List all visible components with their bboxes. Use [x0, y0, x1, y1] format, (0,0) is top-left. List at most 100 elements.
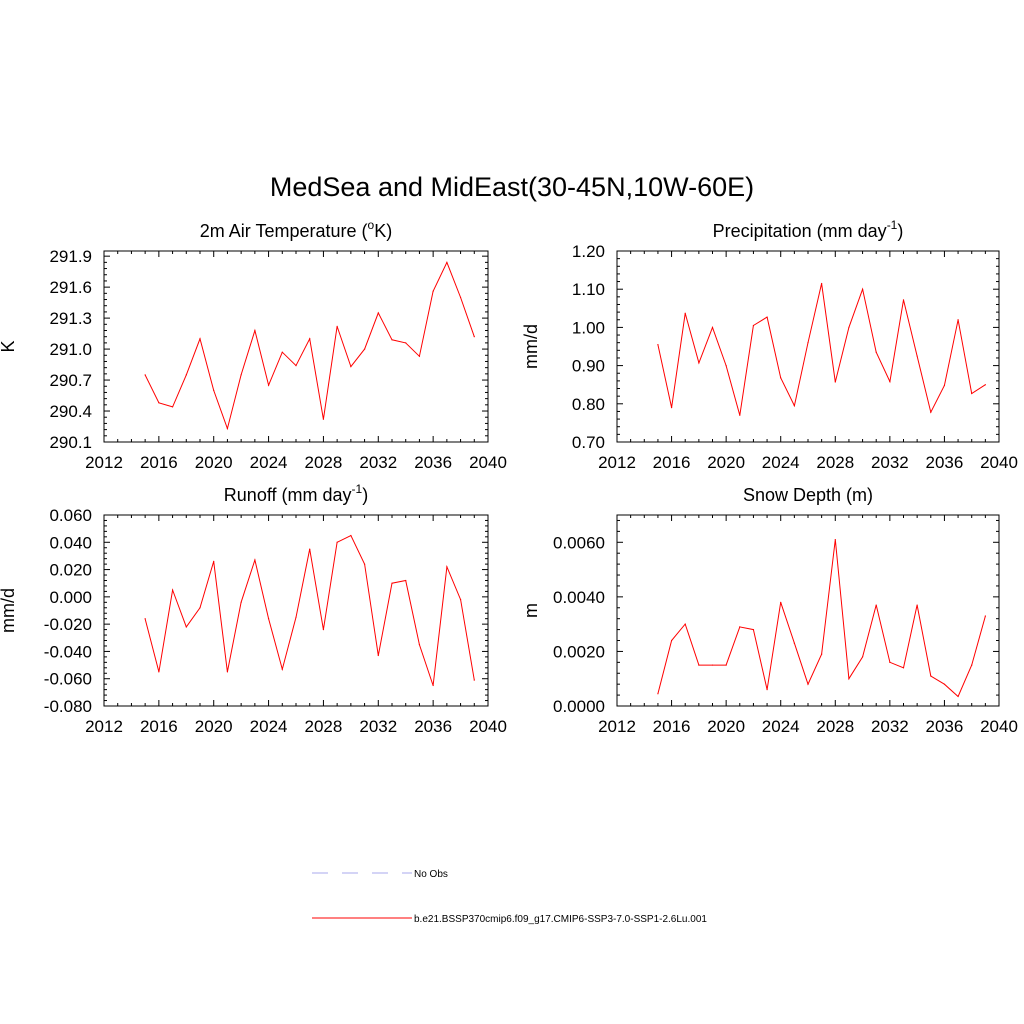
data-point [336, 325, 338, 327]
panel-runoff: 2012 2016 2020 2024 2028 2032 2036 2040 -0.080 -0… [0, 482, 507, 736]
data-point [943, 384, 946, 387]
data-point [807, 683, 809, 685]
data-point [377, 654, 379, 657]
y-tick-label: 0.0060 [553, 533, 605, 552]
y-tick-label: 0.0040 [553, 588, 605, 607]
x-tick-label: 2040 [469, 453, 507, 472]
legend-item: b.e21.BSSP370cmip6.f09_g17.CMIP6-SSP3-7.… [312, 914, 707, 925]
data-point [391, 339, 393, 341]
data-point [350, 534, 352, 537]
x-tick-label: 2036 [926, 717, 964, 736]
data-point [725, 365, 727, 367]
y-axis-label: mm/d [521, 324, 541, 369]
panel-title-main: Runoff (mm day [224, 485, 352, 505]
x-tick-label: 2016 [140, 717, 178, 736]
data-point [657, 343, 659, 346]
panel-air-temperature: 2012 2016 2020 2024 2028 2032 2036 2040 290.1 290… [0, 218, 507, 472]
data-point [861, 288, 864, 290]
data-point [793, 405, 795, 407]
y-tick-label: -0.060 [44, 670, 92, 689]
data-point [916, 604, 918, 606]
data-point [930, 675, 932, 677]
data-point [405, 579, 407, 582]
data-point [793, 642, 795, 644]
x-tick-label: 2032 [359, 717, 397, 736]
panel-precipitation: 2012 2016 2020 2024 2028 2032 2036 2040 0.70 0.80… [521, 218, 1018, 472]
data-point [780, 377, 782, 379]
panel-title-main: Precipitation (mm day [713, 221, 887, 241]
data-point [984, 384, 986, 386]
data-point [902, 667, 905, 669]
data-point [473, 679, 475, 681]
legend-label: b.e21.BSSP370cmip6.f09_g17.CMIP6-SSP3-7.… [414, 914, 707, 925]
data-point [446, 261, 448, 263]
panel-title-main: Snow Depth (m) [743, 485, 873, 505]
data-point [902, 299, 905, 301]
y-tick-label: 291.9 [49, 247, 92, 266]
data-point [875, 351, 877, 353]
data-point [213, 560, 215, 562]
y-tick-label: -0.040 [44, 642, 92, 661]
data-point [185, 374, 187, 376]
plot-frame [616, 514, 1000, 707]
data-point [363, 348, 366, 350]
panel-title-main: 2m Air Temperature ( [200, 221, 368, 241]
y-tick-label: 1.00 [572, 318, 605, 337]
y-tick-label: 290.4 [49, 402, 92, 421]
legend-item: No Obs [312, 869, 448, 880]
data-point [336, 541, 338, 543]
data-point [267, 384, 270, 386]
data-point [752, 324, 755, 327]
data-point [889, 661, 891, 663]
data-point [957, 695, 959, 698]
data-point [432, 290, 434, 292]
data-point [418, 644, 421, 646]
y-tick-label: 290.1 [49, 433, 92, 452]
x-tick-label: 2016 [653, 453, 691, 472]
panel-title: Precipitation (mm day-1) [713, 218, 904, 241]
data-point [240, 601, 242, 603]
data-point [309, 338, 311, 340]
data-point [158, 402, 160, 404]
x-tick-label: 2028 [305, 453, 343, 472]
legend: No Obs b.e21.BSSP370cmip6.f09_g17.CMIP6-S… [312, 869, 707, 925]
y-tick-label: 0.040 [49, 533, 92, 552]
x-tick-label: 2040 [980, 717, 1018, 736]
data-point [144, 374, 146, 376]
panel-snow-depth: 2012 2016 2020 2024 2028 2032 2036 2040 0.0000 0.… [521, 485, 1018, 736]
data-point [684, 623, 686, 625]
panel-title-superscript: -1 [352, 482, 363, 496]
data-point [752, 629, 755, 631]
data-point [780, 601, 782, 603]
panel-title-superscript: -1 [887, 218, 898, 232]
data-point [834, 538, 836, 541]
plot-frame [103, 250, 489, 443]
y-tick-label: 0.80 [572, 395, 605, 414]
x-tick-label: 2036 [414, 453, 452, 472]
panel-title: 2m Air Temperature (oK) [200, 218, 392, 241]
data-point [213, 389, 215, 391]
chart-panels: 2012 2016 2020 2024 2028 2032 2036 2040 290.1 290… [0, 218, 1018, 736]
data-point [957, 319, 959, 321]
y-tick-label: 0.000 [49, 588, 92, 607]
data-point [821, 282, 823, 285]
data-point [322, 629, 325, 631]
panel-title: Runoff (mm day-1) [224, 482, 368, 505]
data-point [821, 653, 823, 655]
x-tick-label: 2024 [250, 453, 288, 472]
data-point [171, 406, 174, 408]
panel-title-tail: ) [362, 485, 368, 505]
data-point [807, 342, 809, 344]
data-point [971, 392, 973, 395]
data-point [295, 365, 297, 367]
data-point [295, 616, 297, 618]
x-tick-label: 2032 [871, 717, 909, 736]
y-tick-label: -0.080 [44, 697, 92, 716]
data-point [432, 684, 434, 687]
plot-frame [616, 250, 1000, 443]
y-axis-label: mm/d [0, 588, 18, 633]
x-tick-label: 2020 [195, 453, 233, 472]
data-point [254, 559, 256, 561]
data-point [684, 312, 686, 314]
data-point [725, 664, 727, 666]
